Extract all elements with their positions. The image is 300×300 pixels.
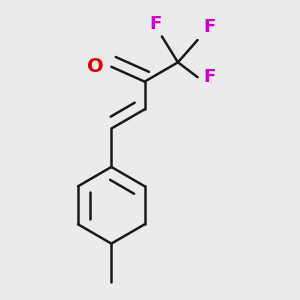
Text: F: F <box>203 68 215 86</box>
Text: O: O <box>87 57 104 76</box>
Text: F: F <box>150 15 162 33</box>
Text: F: F <box>203 19 215 37</box>
